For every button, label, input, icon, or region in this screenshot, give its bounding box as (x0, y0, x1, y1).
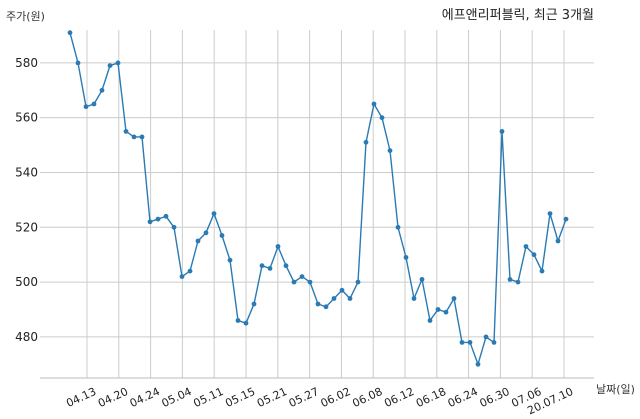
data-point (507, 277, 513, 282)
data-point (227, 257, 233, 263)
data-point (547, 211, 553, 217)
data-point (339, 287, 345, 293)
x-tick-label: 06.02 (319, 385, 353, 410)
x-tick-label: 05.27 (287, 385, 321, 410)
x-tick-label: 05.04 (160, 385, 194, 410)
y-tick-label: 520 (15, 220, 38, 234)
data-point (347, 296, 353, 301)
data-point (323, 304, 329, 310)
data-point (275, 244, 281, 249)
data-point (539, 268, 545, 274)
data-point (99, 87, 105, 93)
y-tick-label: 500 (15, 275, 38, 289)
data-point (555, 238, 561, 244)
data-point (411, 296, 417, 301)
data-point (147, 219, 153, 225)
x-tick-label: 05.15 (223, 385, 257, 410)
data-point (403, 255, 409, 260)
data-point (531, 252, 537, 258)
data-point (307, 279, 313, 285)
data-point (123, 129, 129, 134)
data-point (107, 63, 113, 68)
data-point (563, 216, 569, 222)
data-point (331, 296, 337, 301)
data-point (467, 340, 473, 345)
x-tick-label: 06.24 (446, 385, 480, 410)
data-point (75, 60, 81, 66)
data-point (235, 318, 241, 323)
data-point (195, 238, 201, 244)
data-point (139, 134, 145, 140)
x-tick-label: 05.21 (255, 385, 289, 410)
data-point (219, 233, 225, 238)
data-point (163, 213, 169, 219)
y-tick-label: 480 (15, 330, 38, 344)
data-point (211, 211, 217, 217)
data-point (315, 301, 321, 307)
data-point (523, 244, 529, 249)
data-point (283, 263, 289, 269)
data-point (459, 340, 465, 345)
data-point (203, 230, 209, 236)
data-point (427, 318, 433, 323)
data-point (379, 115, 385, 121)
x-tick-label: 06.12 (382, 385, 416, 410)
price-series-line (69, 32, 567, 367)
data-point (243, 320, 249, 326)
x-axis-ticks: 04.1304.2004.2405.0405.1105.1505.2105.27… (64, 385, 575, 417)
data-point (387, 148, 393, 154)
data-point (435, 307, 441, 312)
data-point (291, 279, 297, 285)
data-point (443, 309, 449, 315)
data-point (115, 60, 121, 66)
grid-lines (40, 30, 594, 378)
y-tick-label: 580 (15, 56, 38, 70)
y-axis-label: 주가(원) (6, 10, 45, 23)
data-point (299, 274, 305, 279)
x-tick-label: 06.30 (478, 385, 512, 410)
data-point (363, 139, 369, 145)
data-point (395, 224, 401, 230)
data-point (267, 266, 273, 271)
x-tick-label: 04.24 (128, 385, 162, 410)
x-tick-label: 04.13 (64, 385, 98, 410)
data-point (155, 216, 161, 222)
data-point (187, 268, 193, 274)
y-axis-ticks: 480 500 520 540 560 580 (15, 56, 38, 344)
x-tick-label: 04.20 (96, 385, 130, 410)
data-point (171, 224, 177, 230)
x-axis-label: 날짜(일) (596, 382, 635, 396)
data-point (371, 101, 377, 107)
y-tick-label: 560 (15, 111, 38, 125)
data-point (451, 296, 457, 301)
data-point (483, 334, 489, 340)
x-tick-label: 06.18 (414, 385, 448, 410)
data-point (259, 263, 265, 269)
chart-title: 에프앤리퍼블릭, 최근 3개월 (442, 8, 594, 23)
y-tick-label: 540 (15, 165, 38, 179)
data-point (67, 30, 73, 36)
data-point (515, 279, 521, 285)
data-points (67, 30, 569, 367)
data-point (83, 104, 89, 110)
x-tick-label: 06.08 (350, 385, 384, 410)
data-point (355, 279, 361, 285)
data-point (419, 277, 425, 282)
data-point (499, 129, 505, 134)
data-point (491, 340, 497, 345)
data-point (179, 274, 185, 279)
data-point (91, 101, 97, 107)
data-point (251, 301, 257, 307)
x-tick-label: 05.11 (191, 385, 225, 410)
data-point (131, 134, 137, 140)
data-point (475, 361, 481, 367)
